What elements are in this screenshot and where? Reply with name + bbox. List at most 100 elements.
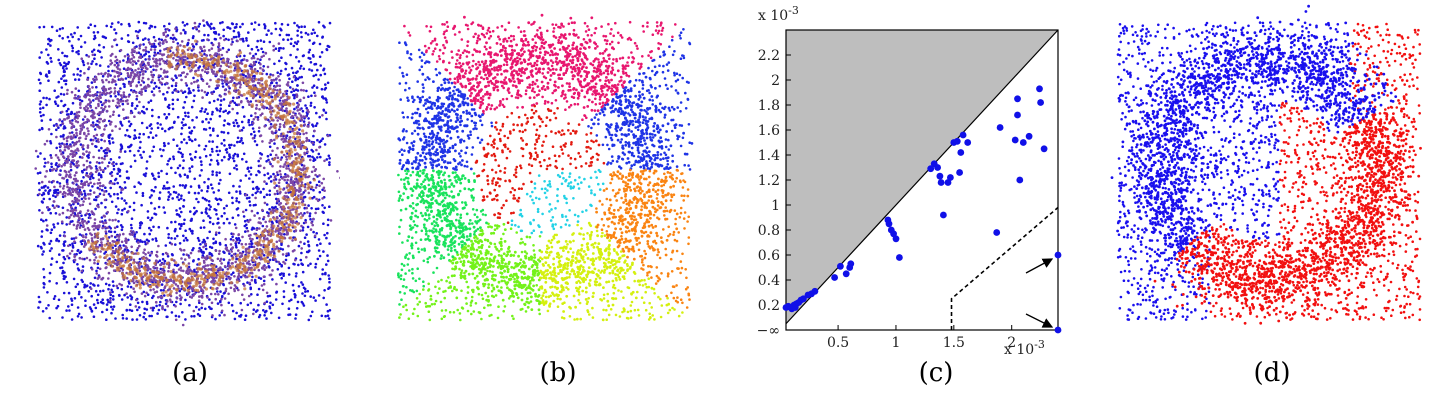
point [97,99,101,102]
point [220,75,224,78]
point [241,293,244,297]
point [249,301,253,305]
point [262,90,266,94]
point [120,298,124,301]
point [74,187,77,191]
point [209,205,212,209]
point [62,118,66,121]
point [203,110,206,114]
point [293,94,296,97]
point [97,173,101,177]
point [98,161,101,165]
point [324,86,328,90]
scatter-plot-a [34,19,340,327]
point [62,277,66,281]
point [126,34,130,37]
point [282,290,286,293]
point [299,64,303,68]
point [274,247,277,251]
point [184,318,187,321]
point [182,124,185,127]
point [271,149,274,153]
point [167,198,170,201]
point [134,69,137,72]
point [208,220,212,224]
point [197,257,200,261]
point [116,286,119,290]
point [71,242,74,245]
point [136,251,140,256]
point [129,122,133,126]
point [90,123,93,127]
point [305,131,308,135]
point [109,158,113,161]
point [326,314,330,318]
point [272,79,276,82]
point [215,231,218,234]
point [175,144,179,147]
point [234,119,238,122]
point [158,62,162,65]
point [95,96,99,100]
point [215,171,218,174]
point [140,292,144,295]
point [42,191,45,195]
point [85,172,89,175]
point [120,37,124,40]
point [74,93,77,97]
point [69,121,72,125]
point [78,136,82,140]
point [209,55,214,59]
point [72,237,76,240]
point [250,293,253,296]
point [231,235,234,239]
point [100,175,103,179]
point [43,165,46,168]
point [316,199,320,203]
point [237,33,241,36]
point [262,54,265,58]
point [133,185,136,188]
point [294,78,297,82]
point [268,258,272,262]
point [295,307,299,310]
point [86,107,90,110]
point [59,63,63,67]
point [225,60,229,63]
point [57,58,60,62]
point [184,82,188,85]
point [272,245,276,249]
point [136,36,140,40]
point [316,156,319,159]
point [44,161,47,165]
point [254,52,258,56]
point [63,148,67,152]
point [85,159,89,163]
point [47,79,50,82]
point [206,185,210,188]
point [213,66,216,69]
point [218,171,221,174]
point [100,156,104,160]
point [63,125,66,128]
point [135,231,138,234]
point [267,177,271,180]
point [205,255,209,258]
point [312,28,315,32]
point [155,301,158,304]
point [107,65,110,68]
point [189,251,193,255]
point [64,82,68,86]
point [150,201,153,205]
point [138,244,141,248]
point [61,269,65,273]
point [65,216,68,219]
point [287,175,290,178]
point [172,138,175,141]
point [62,187,65,190]
point [186,41,190,45]
point [266,229,269,233]
point [186,267,190,271]
point [294,180,298,184]
point [325,303,328,306]
